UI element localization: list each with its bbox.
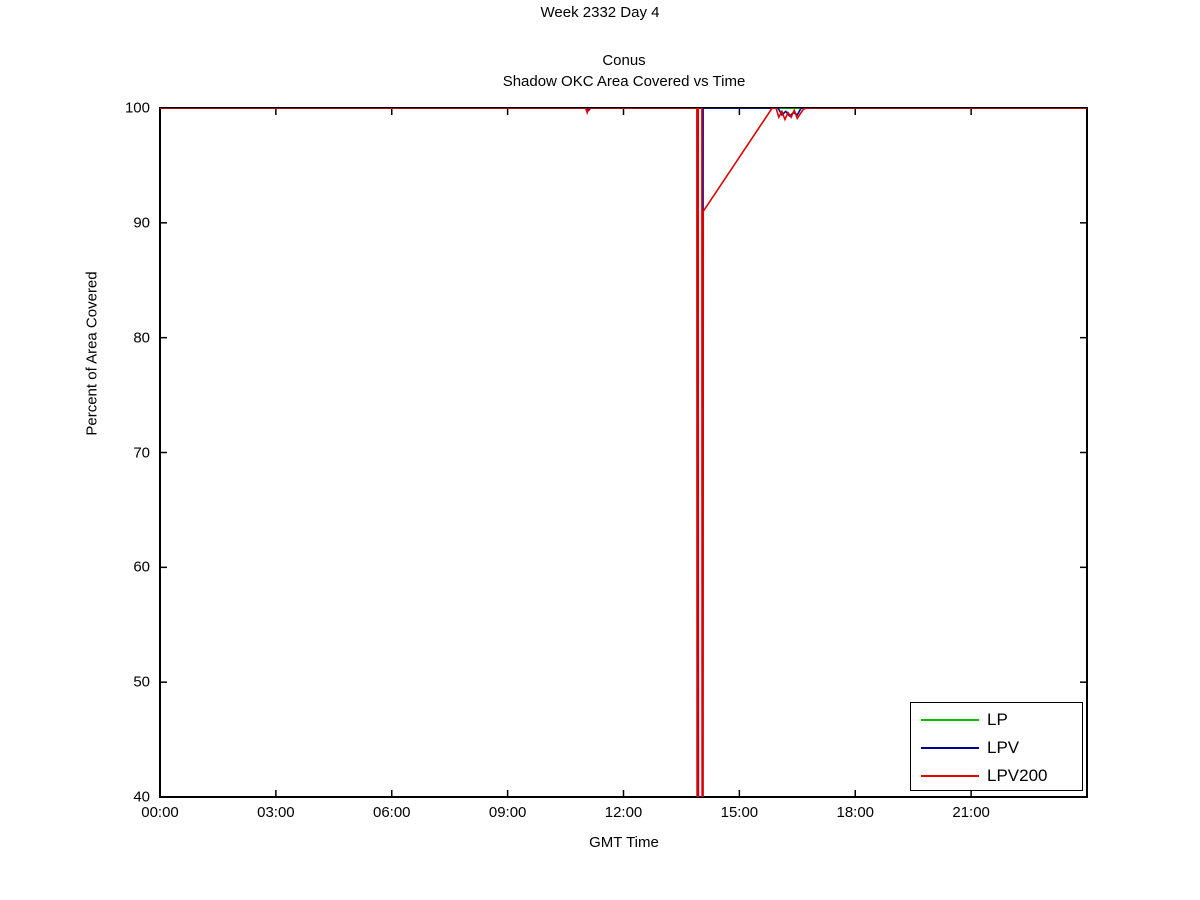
x-tick-label: 21:00: [952, 804, 990, 821]
y-tick-label: 40: [133, 788, 150, 806]
legend-swatch-lpv200: [921, 774, 979, 777]
figure-suptitle: Week 2332 Day 4: [540, 4, 660, 21]
y-tick-label: 90: [133, 214, 150, 232]
axes-frame: [159, 107, 1088, 798]
data-series-group: [160, 108, 1087, 797]
legend-swatch-lpv: [921, 746, 979, 749]
y-tick-label: 100: [124, 99, 150, 117]
series-line-lpv200: [160, 108, 1087, 797]
y-tick-label: 60: [133, 558, 150, 576]
axes-title: Conus Shadow OKC Area Covered vs Time: [160, 50, 1088, 92]
legend-item-lp[interactable]: LP: [911, 705, 1084, 734]
legend: LP LPV LPV200: [910, 702, 1083, 791]
y-tick-label: 80: [133, 329, 150, 347]
axes-title-line-1: Conus: [602, 52, 646, 69]
legend-swatch-lp: [921, 718, 979, 721]
x-axis-label: GMT Time: [589, 834, 659, 851]
legend-item-lpv200[interactable]: LPV200: [911, 761, 1084, 790]
y-tick-label: 70: [133, 444, 150, 461]
legend-label-lp: LP: [987, 710, 1008, 729]
legend-label-lpv: LPV: [987, 738, 1020, 757]
x-tick-label: 00:00: [141, 804, 179, 821]
y-tick-label: 50: [133, 673, 150, 691]
x-tick-label: 15:00: [720, 804, 759, 821]
x-tick-label: 18:00: [836, 804, 875, 821]
x-tick-label: 09:00: [488, 804, 527, 821]
axes-title-line-2: Shadow OKC Area Covered vs Time: [502, 73, 746, 90]
x-tick-label: 06:00: [372, 804, 411, 821]
x-tick-label: 12:00: [604, 804, 643, 821]
legend-label-lpv200: LPV200: [987, 766, 1048, 785]
legend-item-lpv[interactable]: LPV: [911, 733, 1084, 762]
x-tick-label: 03:00: [257, 804, 295, 821]
